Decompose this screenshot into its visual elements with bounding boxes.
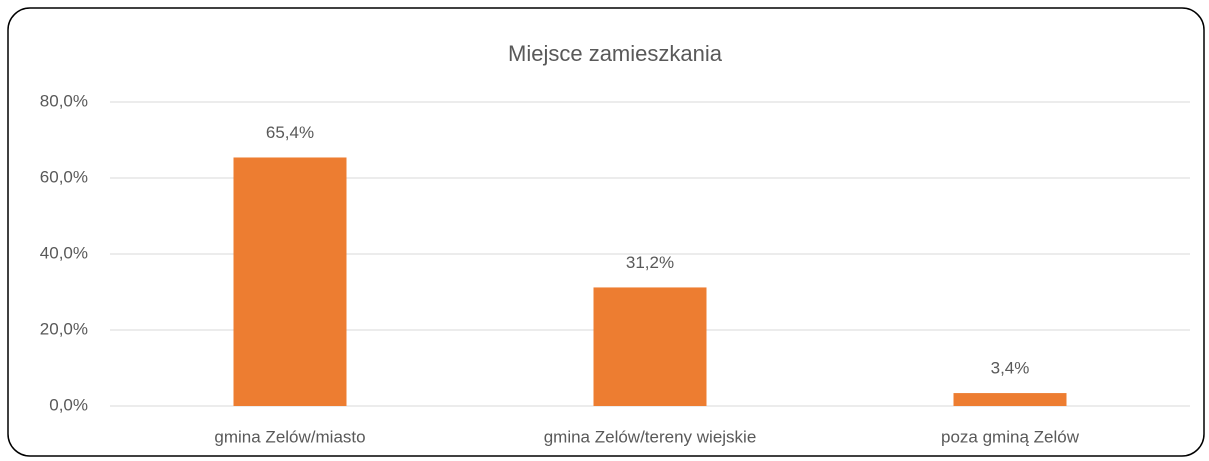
data-label: 31,2% <box>626 253 674 272</box>
y-tick-label: 0,0% <box>49 395 88 414</box>
x-tick-label: poza gminą Zelów <box>941 427 1080 446</box>
data-label: 3,4% <box>991 359 1030 378</box>
bar <box>233 157 347 406</box>
y-tick-label: 20,0% <box>40 319 88 338</box>
bar <box>593 287 707 406</box>
data-label: 65,4% <box>266 123 314 142</box>
y-tick-label: 80,0% <box>40 91 88 110</box>
y-tick-label: 40,0% <box>40 243 88 262</box>
bar <box>953 393 1067 406</box>
chart-title: Miejsce zamieszkania <box>508 41 723 66</box>
x-tick-label: gmina Zelów/tereny wiejskie <box>544 427 757 446</box>
y-tick-label: 60,0% <box>40 167 88 186</box>
x-tick-label: gmina Zelów/miasto <box>214 427 365 446</box>
